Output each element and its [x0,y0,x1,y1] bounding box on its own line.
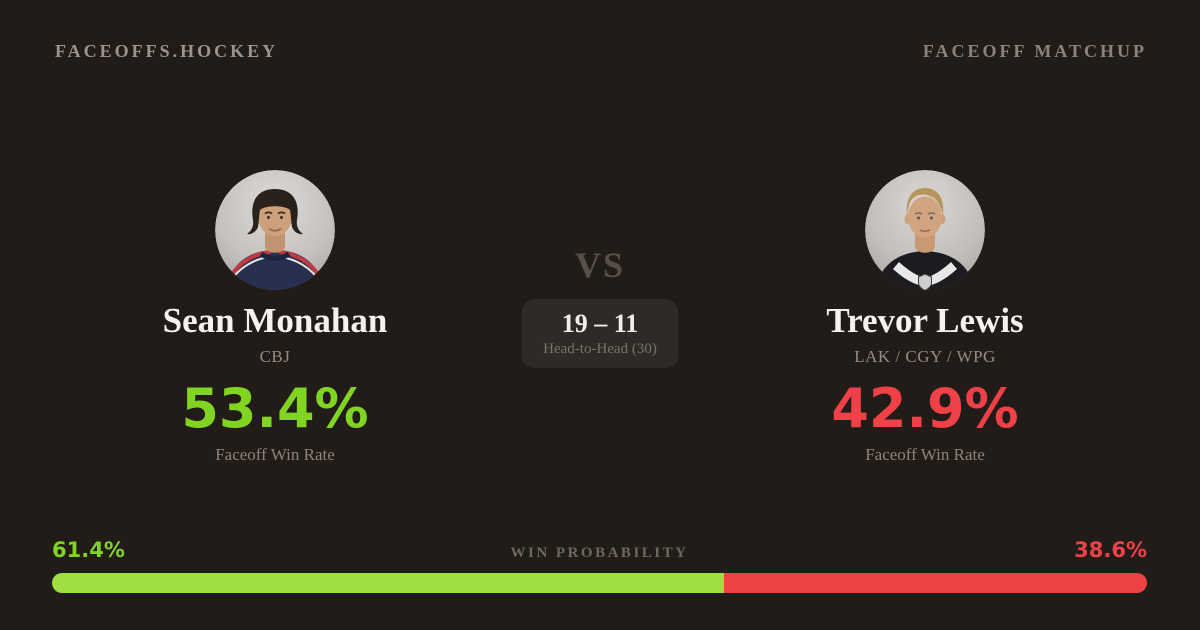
head-to-head-score: 19 – 11 [561,309,639,338]
header-context-label: FACEOFF MATCHUP [922,41,1147,61]
win-bar-red-segment [724,573,1147,594]
win-probability-bar [52,573,1147,594]
win-probability-section: 61.4% WIN PROBABILITY 38.6% [52,538,1147,594]
stat-label-right: Faceoff Win Rate [865,444,985,464]
player-name-left: Sean Monahan [162,301,388,340]
faceoff-win-rate-right: 42.9% [831,376,1019,440]
vs-label: VS [574,245,626,285]
brand-logo-text: FACEOFFS.HOCKEY [55,41,279,61]
stat-label-left: Faceoff Win Rate [215,444,335,464]
player-card-right: Trevor Lewis LAK / CGY / WPG 42.9% Faceo… [725,170,1125,465]
head-to-head-box: 19 – 11 Head-to-Head (30) [522,299,678,369]
win-probability-right-value: 38.6% [1074,538,1147,562]
player-team-right: LAK / CGY / WPG [854,346,996,366]
win-bar-green-segment [52,573,725,594]
player-photo-right [865,170,985,290]
header: FACEOFFS.HOCKEY FACEOFF MATCHUP [55,41,1147,62]
player-name-right: Trevor Lewis [826,301,1024,340]
faceoff-win-rate-left: 53.4% [181,376,369,440]
player-card-left: Sean Monahan CBJ 53.4% Faceoff Win Rate [75,170,475,465]
win-probability-left-value: 61.4% [52,538,125,562]
win-probability-labels: 61.4% WIN PROBABILITY 38.6% [52,538,1147,562]
matchup-center: VS 19 – 11 Head-to-Head (30) [450,245,750,369]
player-team-left: CBJ [259,346,291,366]
player-photo-left [215,170,335,290]
win-probability-title: WIN PROBABILITY [510,545,689,561]
head-to-head-label: Head-to-Head (30) [543,341,657,358]
